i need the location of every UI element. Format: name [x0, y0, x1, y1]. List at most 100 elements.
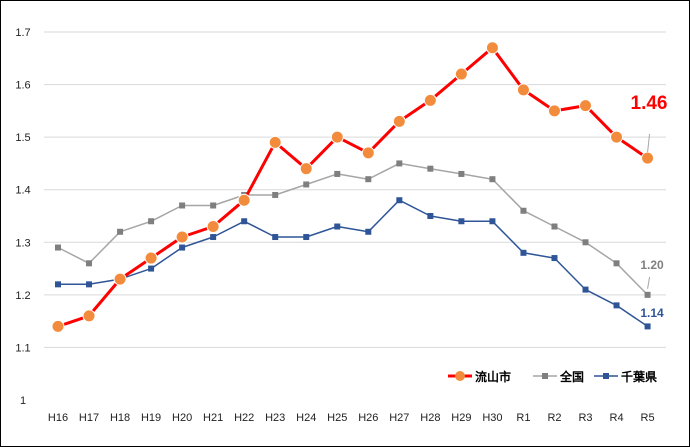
data-point	[610, 130, 624, 144]
data-point	[330, 130, 344, 144]
data-point	[55, 281, 61, 288]
y-tick-label: 1.5	[15, 132, 30, 144]
x-tick-label: H30	[482, 412, 502, 424]
x-tick-label: H18	[110, 412, 130, 424]
data-point	[272, 191, 279, 198]
series-line	[57, 162, 649, 296]
x-tick-label: H16	[48, 412, 68, 424]
x-tick-label: R2	[547, 412, 561, 424]
y-tick-label: 1.6	[15, 80, 30, 92]
y-tick-label: 1	[20, 395, 26, 407]
x-tick-label: R4	[610, 412, 624, 424]
data-point	[579, 99, 593, 113]
x-tick-label: H27	[389, 412, 409, 424]
data-point	[582, 239, 589, 246]
x-tick-label: H25	[327, 412, 347, 424]
series-0	[51, 41, 655, 333]
x-tick-label: R1	[516, 412, 530, 424]
data-point	[206, 220, 220, 234]
y-tick-label: 1.4	[15, 185, 30, 197]
x-tick-label: H21	[203, 412, 223, 424]
data-point	[175, 230, 189, 244]
legend-label: 全国	[559, 369, 584, 384]
series-line	[58, 199, 649, 328]
x-tick-label: H24	[296, 412, 316, 424]
x-tick-label: H20	[172, 412, 192, 424]
data-point	[396, 160, 403, 167]
data-point	[582, 286, 589, 293]
legend-marker	[603, 373, 609, 379]
data-point	[303, 234, 310, 241]
data-point	[458, 218, 465, 225]
data-point	[551, 223, 558, 230]
data-point	[427, 213, 434, 219]
x-tick-label: R5	[641, 412, 655, 424]
y-tick-label: 1.2	[15, 290, 30, 302]
x-tick-label: H22	[234, 412, 254, 424]
data-point	[148, 218, 155, 225]
data-point	[613, 302, 620, 309]
data-point	[117, 228, 124, 235]
y-tick-label: 1.7	[15, 27, 30, 39]
data-point	[644, 323, 651, 330]
data-point	[520, 249, 527, 256]
data-point	[55, 244, 61, 251]
x-tick-label: H23	[265, 412, 285, 424]
data-point	[303, 181, 310, 188]
gridlines	[44, 31, 666, 348]
data-point	[641, 151, 655, 165]
annotation-label: 1.46	[631, 93, 668, 114]
legend-label: 千葉県	[621, 369, 657, 384]
y-tick-label: 1.3	[15, 237, 30, 249]
legend-marker	[455, 371, 465, 381]
data-point	[392, 114, 406, 128]
data-point	[365, 176, 372, 183]
x-tick-label: H29	[451, 412, 471, 424]
data-point	[365, 228, 372, 235]
data-point	[210, 234, 217, 241]
data-point	[454, 67, 468, 81]
data-point	[334, 170, 341, 177]
data-point	[179, 202, 186, 209]
annotation-leader	[647, 133, 651, 153]
data-point	[179, 244, 186, 251]
data-point	[520, 207, 527, 214]
data-point	[144, 251, 158, 265]
data-point	[113, 272, 127, 286]
legend-item: 流山市	[448, 369, 511, 384]
data-point	[299, 162, 313, 176]
x-tick-label: H28	[420, 412, 440, 424]
data-point	[210, 202, 217, 209]
data-point	[644, 291, 651, 298]
data-point	[396, 197, 403, 204]
data-point	[241, 218, 248, 225]
data-point	[51, 319, 65, 333]
data-point	[489, 218, 496, 225]
legend-item: 千葉県	[594, 369, 657, 384]
x-tick-label: R3	[578, 412, 592, 424]
data-point	[613, 260, 620, 267]
data-point	[334, 223, 341, 230]
annotation-label: 1.20	[640, 258, 664, 272]
data-point	[237, 193, 251, 207]
legend-item: 全国	[533, 369, 584, 384]
data-point	[86, 281, 93, 288]
data-point	[423, 93, 437, 107]
data-point	[551, 255, 558, 262]
data-point	[82, 309, 96, 323]
data-point	[489, 176, 496, 183]
data-point	[268, 135, 282, 149]
data-point	[148, 265, 155, 272]
data-point	[516, 83, 530, 97]
data-point	[86, 260, 93, 267]
x-tick-label: H26	[358, 412, 378, 424]
legend-marker	[542, 373, 548, 379]
annotation-leader	[647, 276, 651, 289]
data-point	[361, 146, 375, 160]
data-point	[458, 170, 465, 177]
data-point	[272, 234, 279, 241]
legend-label: 流山市	[475, 369, 511, 384]
y-tick-label: 1.1	[15, 342, 30, 354]
data-point	[485, 41, 499, 55]
data-point	[427, 165, 434, 172]
